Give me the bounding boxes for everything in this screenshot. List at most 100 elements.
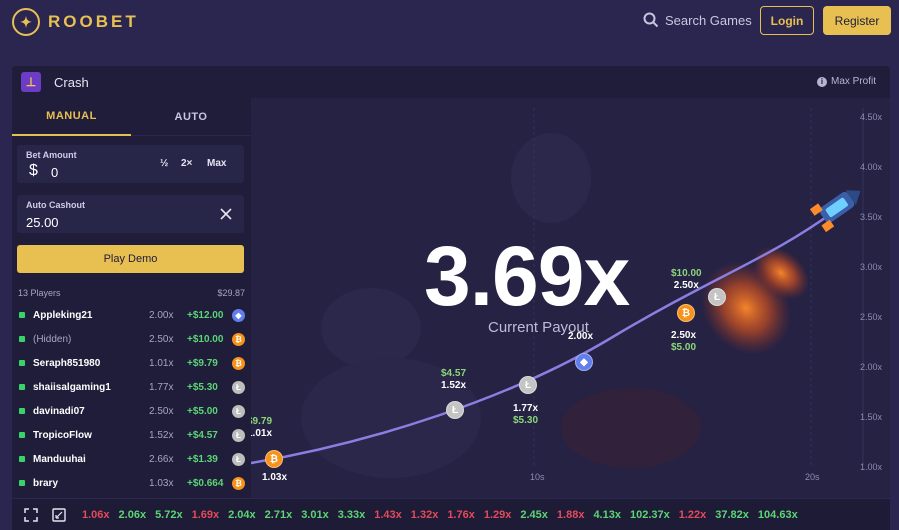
- history-item[interactable]: 1.22x: [678, 509, 707, 521]
- cashout-marker: $10.00 2.50x: [671, 268, 702, 292]
- player-name[interactable]: Seraph851980: [33, 358, 101, 369]
- litecoin-coin-icon: Ł: [519, 376, 537, 394]
- player-row: Seraph851980 1.01x +$9.79 ₿: [12, 352, 251, 376]
- cashout-marker: 1.77x $5.30: [513, 403, 538, 427]
- bitcoin-coin-icon: ₿: [265, 450, 283, 468]
- max-bet-button[interactable]: Max: [207, 158, 227, 169]
- player-multiplier: 1.52x: [149, 430, 174, 441]
- litecoin-icon: Ł: [232, 453, 245, 466]
- player-winnings: +$9.79: [187, 358, 218, 369]
- player-name[interactable]: TropicoFlow: [33, 430, 92, 441]
- ethereum-icon: ◆: [232, 309, 245, 322]
- cashout-marker: 1.03x: [262, 472, 287, 484]
- cashout-marker: $9.79 1.01x: [251, 416, 272, 440]
- play-demo-button[interactable]: Play Demo: [17, 245, 244, 273]
- search-games-label: Search Games: [665, 12, 752, 28]
- history-item[interactable]: 1.69x: [191, 509, 220, 521]
- history-item[interactable]: 102.37x: [629, 509, 670, 521]
- history-item[interactable]: 1.76x: [447, 509, 475, 521]
- player-row: (Hidden) 2.50x +$10.00 ₿: [12, 328, 251, 352]
- history-item[interactable]: 5.72x: [155, 509, 183, 521]
- cashout-amount: $4.57: [441, 368, 467, 379]
- brand-logo[interactable]: ✦ ROOBET: [12, 8, 139, 36]
- player-winnings: +$5.30: [187, 382, 218, 393]
- graph-grid: [533, 108, 864, 468]
- bet-amount-input[interactable]: 0: [51, 165, 59, 180]
- history-item[interactable]: 2.71x: [264, 509, 293, 521]
- player-multiplier: 1.01x: [149, 358, 174, 369]
- y-axis-label: 2.00x: [859, 362, 882, 372]
- y-axis-label: 2.50x: [859, 312, 882, 322]
- auto-cashout-field[interactable]: Auto Cashout 25.00: [17, 195, 244, 233]
- current-multiplier: 3.69x: [424, 229, 630, 323]
- history-item[interactable]: 37.82x: [715, 509, 749, 521]
- cashout-marker: 2.00x: [568, 331, 593, 343]
- current-payout-label: Current Payout: [488, 319, 589, 336]
- player-name[interactable]: Manduuhai: [33, 454, 86, 465]
- litecoin-coin-icon: Ł: [446, 401, 464, 419]
- history-list: 1.06x 2.06x 5.72x 1.69x 2.04x 2.71x 3.01x 3.33x…: [82, 509, 807, 521]
- bet-amount-field[interactable]: Bet Amount $ 0 ½ 2× Max: [17, 145, 244, 183]
- clear-cashout-icon[interactable]: [218, 206, 234, 222]
- graph-background: [251, 108, 864, 478]
- bet-controls: MANUAL AUTO Bet Amount $ 0 ½ 2× Max Auto…: [12, 98, 251, 498]
- online-indicator: [19, 312, 25, 318]
- search-games-button[interactable]: Search Games: [643, 12, 752, 28]
- game-header: ⊥ Crash i Max Profit: [12, 66, 890, 98]
- fullscreen-icon[interactable]: [24, 508, 38, 522]
- player-name[interactable]: shaiisalgaming1: [33, 382, 111, 393]
- history-item[interactable]: 1.43x: [374, 509, 402, 521]
- cashout-multiplier: 2.50x: [673, 280, 699, 291]
- litecoin-coin-icon: Ł: [708, 288, 726, 306]
- auto-cashout-label: Auto Cashout: [26, 200, 85, 210]
- top-navigation-bar: ✦ ROOBET Search Games Login Register: [0, 0, 899, 46]
- bitcoin-icon: ₿: [232, 357, 245, 370]
- history-item[interactable]: 1.88x: [556, 509, 585, 521]
- bet-amount-label: Bet Amount: [26, 150, 77, 160]
- half-bet-button[interactable]: ½: [160, 158, 169, 169]
- y-axis-label: 4.00x: [859, 162, 882, 172]
- player-name[interactable]: davinadi07: [33, 406, 85, 417]
- max-profit-button[interactable]: i Max Profit: [816, 76, 876, 87]
- player-row: shaiisalgaming1 1.77x +$5.30 Ł: [12, 376, 251, 400]
- tab-manual[interactable]: MANUAL: [12, 98, 131, 136]
- player-multiplier: 2.66x: [149, 454, 174, 465]
- online-indicator: [19, 408, 25, 414]
- litecoin-icon: Ł: [232, 381, 245, 394]
- online-indicator: [19, 432, 25, 438]
- players-total: $29.87: [217, 288, 245, 298]
- cashout-multiplier: 1.77x: [513, 403, 539, 414]
- background-art-shape: [301, 358, 481, 478]
- cashout-multiplier: 1.01x: [251, 428, 273, 439]
- player-row: Appleking21 2.00x +$12.00 ◆: [12, 304, 251, 328]
- register-button[interactable]: Register: [823, 6, 891, 35]
- history-item[interactable]: 2.45x: [520, 509, 548, 521]
- history-item[interactable]: 1.29x: [483, 509, 512, 521]
- player-winnings: +$0.664: [187, 478, 224, 489]
- tab-auto[interactable]: AUTO: [131, 98, 251, 136]
- history-item[interactable]: 2.06x: [118, 509, 147, 521]
- crash-history-bar: 1.06x 2.06x 5.72x 1.69x 2.04x 2.71x 3.01x 3.33x…: [12, 498, 890, 530]
- history-item[interactable]: 4.13x: [593, 509, 621, 521]
- player-winnings: +$10.00: [187, 334, 224, 345]
- cashout-amount: $5.30: [513, 415, 539, 426]
- history-item[interactable]: 3.33x: [337, 509, 366, 521]
- history-item[interactable]: 104.63x: [757, 509, 798, 521]
- login-button[interactable]: Login: [760, 6, 814, 35]
- kangaroo-logo-icon: ✦: [12, 8, 40, 36]
- bitcoin-icon: ₿: [232, 477, 245, 490]
- player-multiplier: 2.50x: [149, 334, 174, 345]
- history-item[interactable]: 2.04x: [228, 509, 256, 521]
- y-axis-label: 3.50x: [859, 212, 882, 222]
- player-name[interactable]: (Hidden): [33, 334, 72, 345]
- history-item[interactable]: 3.01x: [301, 509, 329, 521]
- player-name[interactable]: brary: [33, 478, 59, 489]
- double-bet-button[interactable]: 2×: [181, 158, 193, 169]
- theatre-mode-icon[interactable]: [52, 508, 66, 522]
- auto-cashout-input[interactable]: 25.00: [26, 215, 59, 230]
- history-item[interactable]: 1.06x: [82, 509, 110, 521]
- player-multiplier: 1.03x: [149, 478, 174, 489]
- player-name[interactable]: Appleking21: [33, 310, 93, 321]
- background-art-shape: [561, 388, 701, 468]
- history-item[interactable]: 1.32x: [410, 509, 439, 521]
